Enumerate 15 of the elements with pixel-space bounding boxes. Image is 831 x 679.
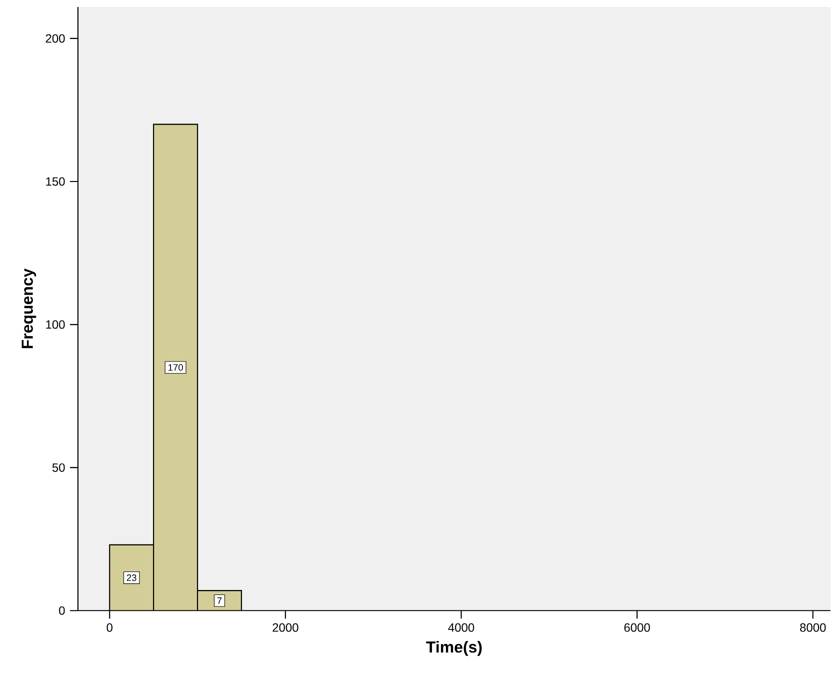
data-label: 170	[168, 364, 183, 371]
y-tick-label: 50	[52, 464, 65, 472]
y-tick-label: 200	[46, 34, 65, 43]
x-tick-label: 6000	[624, 624, 650, 632]
y-tick-label: 0	[59, 606, 65, 616]
y-axis-title: Frequency	[22, 268, 36, 348]
data-label: 23	[126, 574, 136, 582]
y-tick-label: 150	[46, 177, 65, 186]
y-tick-label: 100	[46, 320, 65, 330]
x-tick-label: 2000	[272, 624, 298, 632]
data-label: 7	[217, 598, 222, 604]
x-tick-label: 4000	[448, 624, 474, 632]
x-tick-label: 8000	[800, 624, 826, 632]
x-axis-title: Time(s)	[426, 641, 482, 656]
x-tick-label: 0	[106, 624, 112, 632]
